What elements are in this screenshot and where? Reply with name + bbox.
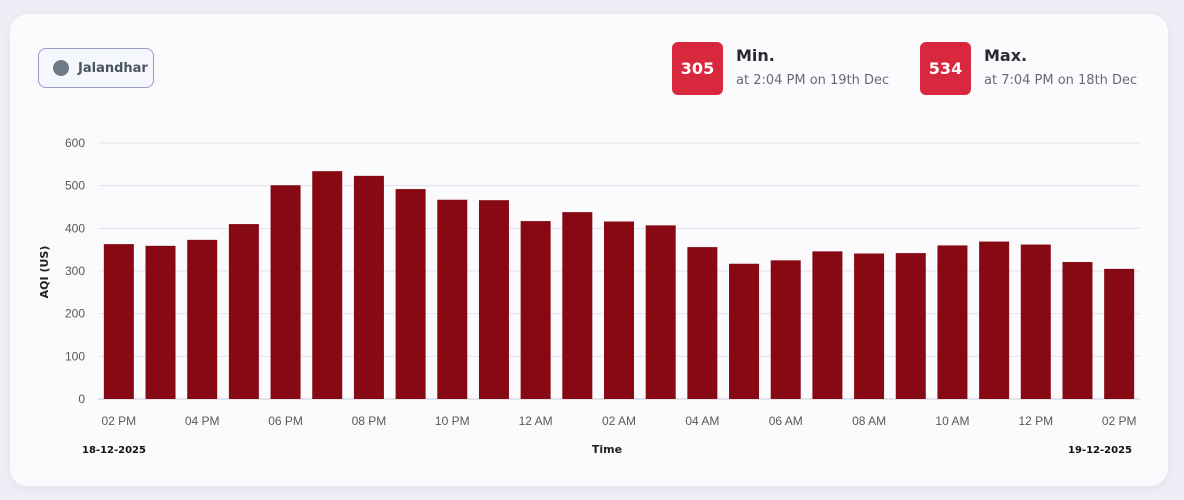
x-tick-label: 04 PM <box>185 414 220 428</box>
bar[interactable] <box>1062 262 1093 399</box>
bar[interactable] <box>1104 268 1135 399</box>
min-time: at 2:04 PM on 19th Dec <box>736 73 890 88</box>
max-value-badge: 534 <box>920 42 971 95</box>
city-name: Jalandhar <box>78 60 148 76</box>
bar[interactable] <box>270 185 301 399</box>
min-label: Min. <box>736 46 775 65</box>
bar[interactable] <box>145 245 176 399</box>
bar[interactable] <box>979 241 1010 399</box>
bar[interactable] <box>603 221 635 399</box>
bar[interactable] <box>812 251 843 399</box>
start-date-label: 18-12-2025 <box>82 445 146 456</box>
x-tick-label: 08 PM <box>352 414 387 428</box>
status-dot-icon <box>53 60 69 76</box>
max-label: Max. <box>984 46 1028 65</box>
x-tick-label: 12 AM <box>519 414 553 428</box>
bar[interactable] <box>1020 244 1051 399</box>
min-stat: 305 Min. at 2:04 PM on 19th Dec <box>672 42 889 96</box>
bar[interactable] <box>937 245 968 399</box>
bar[interactable] <box>770 260 801 399</box>
bar[interactable] <box>645 225 676 399</box>
x-tick-label: 12 PM <box>1018 414 1053 428</box>
min-value-badge: 305 <box>672 42 723 95</box>
aqi-card: Jalandhar 305 Min. at 2:04 PM on 19th De… <box>10 14 1168 486</box>
bar[interactable] <box>478 200 509 399</box>
end-date-label: 19-12-2025 <box>1068 445 1132 456</box>
bar[interactable] <box>395 189 426 399</box>
y-tick-label: 100 <box>65 349 85 363</box>
max-stat: 534 Max. at 7:04 PM on 18th Dec <box>920 42 1137 96</box>
y-tick-label: 400 <box>65 221 85 235</box>
x-axis-title: Time <box>592 443 622 456</box>
bar[interactable] <box>854 253 885 399</box>
bar[interactable] <box>687 247 718 399</box>
bar[interactable] <box>312 171 343 399</box>
x-tick-label: 02 PM <box>1102 414 1137 428</box>
y-axis-title: AQI (US) <box>38 246 51 299</box>
x-tick-label: 02 AM <box>602 414 636 428</box>
bar[interactable] <box>437 199 468 399</box>
max-time: at 7:04 PM on 18th Dec <box>984 73 1138 88</box>
y-tick-label: 300 <box>65 264 85 278</box>
y-tick-label: 500 <box>65 179 85 193</box>
x-tick-label: 02 PM <box>101 414 136 428</box>
x-tick-label: 06 AM <box>769 414 803 428</box>
bar[interactable] <box>562 212 593 399</box>
x-tick-label: 04 AM <box>685 414 719 428</box>
bar[interactable] <box>729 263 760 399</box>
aqi-bar-chart: 0 100 200 300 400 500 600 02 PM 04 PM 06 PM 08 PM 1… <box>38 136 1140 456</box>
x-tick-label: 10 AM <box>935 414 969 428</box>
x-tick-label: 08 AM <box>852 414 886 428</box>
bar[interactable] <box>353 175 384 399</box>
bar[interactable] <box>103 244 134 399</box>
x-tick-label: 10 PM <box>435 414 470 428</box>
bar[interactable] <box>228 224 259 399</box>
y-tick-label: 600 <box>65 136 85 150</box>
x-tick-label: 06 PM <box>268 414 303 428</box>
city-selector[interactable]: Jalandhar <box>38 48 154 88</box>
bar[interactable] <box>520 221 551 399</box>
y-tick-label: 200 <box>65 307 85 321</box>
bar[interactable] <box>895 253 926 399</box>
bar[interactable] <box>187 239 218 399</box>
y-tick-label: 0 <box>78 392 85 406</box>
